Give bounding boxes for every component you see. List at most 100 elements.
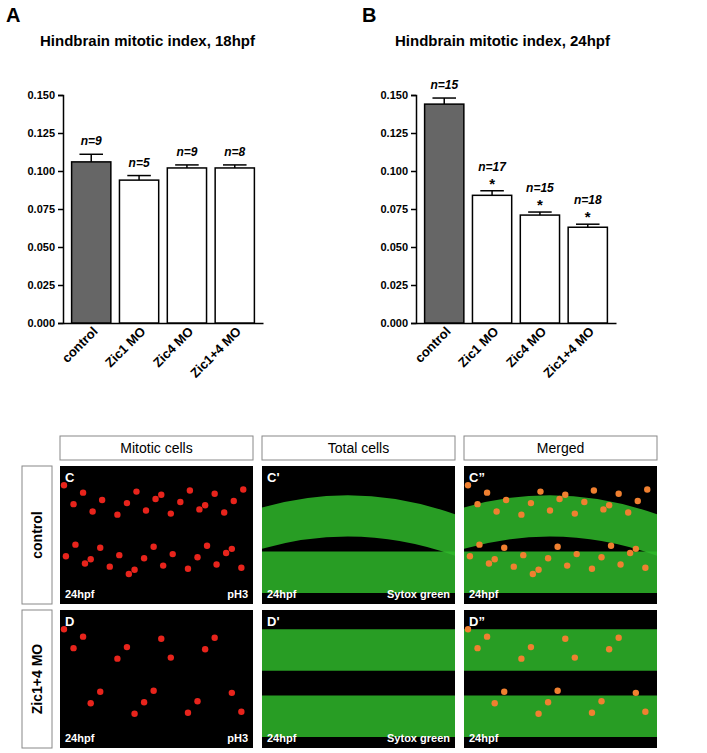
image-panel xyxy=(60,466,253,604)
cell-dot xyxy=(150,688,156,694)
tissue-band xyxy=(464,552,657,593)
cell-dot xyxy=(474,501,480,507)
image-panel-labels: D'24hpfSytox green xyxy=(267,614,450,744)
image-panel-labels: C'24hpfSytox green xyxy=(267,470,450,600)
bars xyxy=(425,98,608,323)
cell-dot xyxy=(574,551,580,557)
panel-letter: B xyxy=(362,4,376,26)
cell-dot xyxy=(615,490,621,496)
image-panel-labels: D24hpfpH3 xyxy=(65,614,248,744)
annotations: n=15n=17*n=15*n=18* xyxy=(430,78,602,225)
error-bar xyxy=(432,98,456,104)
cell-dot xyxy=(581,499,587,505)
cell-dot xyxy=(476,541,482,547)
significance-mark: * xyxy=(585,208,591,225)
cell-dot xyxy=(185,710,191,716)
image-panel xyxy=(60,610,253,748)
cell-dot xyxy=(535,711,541,717)
panel-letter: C' xyxy=(267,470,279,485)
cell-dot xyxy=(642,564,648,570)
tissue-band xyxy=(464,495,657,556)
cell-dot xyxy=(547,507,553,513)
y-tick-label: 0.075 xyxy=(380,203,408,215)
y-axis: 0.0000.0250.0500.0750.1000.1250.150 xyxy=(380,89,416,329)
cell-dot xyxy=(484,489,490,495)
n-label: n=15 xyxy=(430,78,458,92)
cell-dot xyxy=(223,550,229,556)
cell-dot xyxy=(168,510,174,516)
cell-dot xyxy=(589,566,595,572)
cell-dot xyxy=(158,636,164,642)
column-header-box xyxy=(60,436,253,460)
y-tick-mark xyxy=(411,285,416,287)
image-background xyxy=(60,466,253,604)
x-axis: controlZic1 MOZic4 MOZic1+4 MO xyxy=(412,323,617,381)
cell-dot xyxy=(633,546,639,552)
bars xyxy=(72,154,255,323)
y-tick-mark xyxy=(58,247,63,249)
cell-dot xyxy=(600,506,606,512)
cell-dot xyxy=(492,700,498,706)
n-label: n=8 xyxy=(224,145,245,159)
x-tick: Zic1+4 MO xyxy=(540,323,597,381)
y-tick-mark xyxy=(58,209,63,211)
y-tick: 0.100 xyxy=(380,165,416,177)
cell-dot xyxy=(202,502,208,508)
annotations: n=9n=5n=9n=8 xyxy=(81,134,246,169)
cell-dot xyxy=(528,644,534,650)
cell-dot xyxy=(229,546,235,552)
n-label: n=5 xyxy=(129,156,150,170)
n-label: n=17 xyxy=(478,160,507,174)
image-panel xyxy=(464,466,657,604)
y-tick: 0.075 xyxy=(380,203,416,215)
bar xyxy=(425,104,464,323)
cell-dot xyxy=(107,563,113,569)
stain-label: pH3 xyxy=(227,732,248,744)
cell-dot xyxy=(474,645,480,651)
cell-dot xyxy=(572,510,578,516)
cell-dot xyxy=(204,543,210,549)
x-tick: Zic1 MO xyxy=(455,323,501,370)
panel-letter: D” xyxy=(469,614,485,629)
cell-dot xyxy=(518,655,524,661)
y-tick-label: 0.100 xyxy=(27,165,55,177)
x-tick-label: Zic1+4 MO xyxy=(187,324,244,381)
cell-dot xyxy=(187,487,193,493)
cell-dot xyxy=(194,554,200,560)
figure-root: AHindbrain mitotic index, 18hpf0.0000.02… xyxy=(0,0,707,753)
y-tick-mark xyxy=(411,323,416,325)
y-tick-mark xyxy=(411,95,416,97)
x-tick: control xyxy=(412,323,454,365)
error-bar-cap xyxy=(175,164,199,166)
y-tick: 0.050 xyxy=(380,241,416,253)
x-tick: control xyxy=(59,323,101,365)
significance-mark: * xyxy=(489,175,495,192)
panel-letter: A xyxy=(6,4,20,26)
cell-dot xyxy=(194,698,200,704)
x-axis: controlZic1 MOZic4 MOZic1+4 MO xyxy=(59,323,264,381)
cell-dot xyxy=(231,498,237,504)
cell-dot xyxy=(89,508,95,514)
stage-label: 24hpf xyxy=(469,732,499,744)
y-axis-line xyxy=(411,96,417,324)
error-bar xyxy=(175,165,199,168)
image-grid: Mitotic cellsTotal cellsMergedcontrolC24… xyxy=(22,436,657,748)
cell-dot xyxy=(556,496,562,502)
figure: AHindbrain mitotic index, 18hpf0.0000.02… xyxy=(0,0,707,753)
cell-dot xyxy=(202,646,208,652)
stage-label: 24hpf xyxy=(65,588,95,600)
cell-dot xyxy=(70,645,76,651)
cell-dot xyxy=(63,553,69,559)
column-header: Mitotic cells xyxy=(120,440,192,456)
cell-dot xyxy=(572,654,578,660)
x-tick: Zic1 MO xyxy=(102,323,148,370)
y-tick-label: 0.000 xyxy=(27,317,55,329)
n-label: n=15 xyxy=(526,181,554,195)
y-tick-mark xyxy=(58,285,63,287)
panel-letter: C” xyxy=(469,470,485,485)
cell-dot xyxy=(70,501,76,507)
row-label: Zic1+4 MO xyxy=(29,644,45,715)
y-tick-label: 0.125 xyxy=(380,127,408,139)
row-label-box xyxy=(22,610,52,748)
cell-dot xyxy=(143,507,149,513)
